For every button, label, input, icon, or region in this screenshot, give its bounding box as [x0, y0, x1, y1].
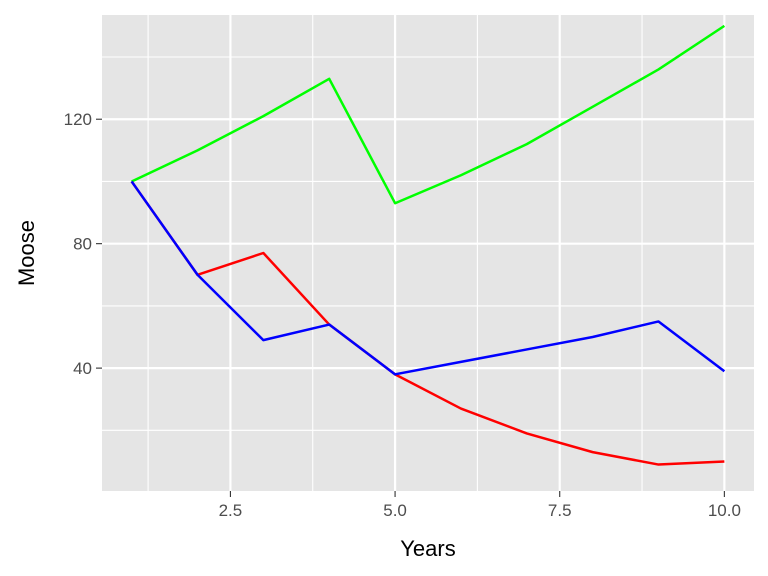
y-tick-label: 80	[73, 235, 92, 254]
x-tick-label: 10.0	[708, 501, 741, 520]
x-tick-label: 5.0	[383, 501, 407, 520]
series-line-3	[130, 180, 726, 376]
panel-background	[102, 15, 754, 491]
series-line-2	[130, 180, 725, 466]
x-tick-label: 7.5	[548, 501, 572, 520]
x-axis: 2.5 5.0 7.5 10.0	[219, 491, 741, 520]
y-tick-label: 40	[73, 359, 92, 378]
y-tick-label: 120	[64, 110, 92, 129]
series-lines	[130, 24, 726, 466]
y-axis-title: Moose	[14, 220, 39, 286]
series-line-1	[131, 24, 726, 205]
x-tick-label: 2.5	[219, 501, 243, 520]
minor-gridlines	[102, 15, 754, 491]
x-axis-title: Years	[400, 536, 455, 561]
y-axis: 40 80 120	[64, 110, 102, 378]
